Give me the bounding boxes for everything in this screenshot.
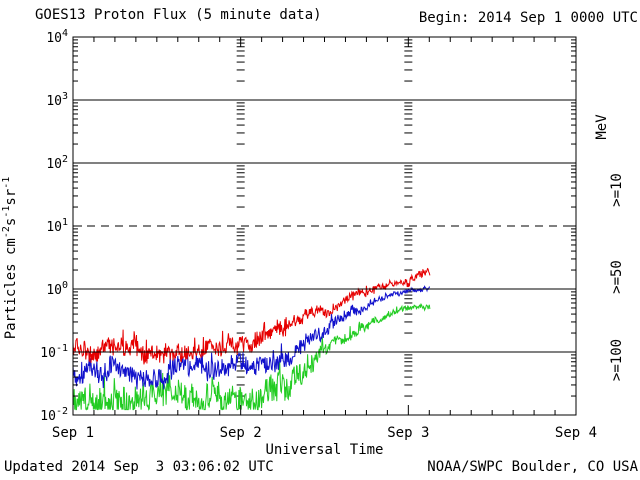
x-tick-label: Sep 4 <box>555 425 597 441</box>
data-source: NOAA/SWPC Boulder, CO USA <box>427 459 638 475</box>
series-label-50: >=50 <box>609 260 625 294</box>
begin-timestamp: Begin: 2014 Sep 1 0000 UTC <box>418 10 638 26</box>
series-line-50 <box>72 285 431 390</box>
series-line-10 <box>72 267 431 365</box>
y-tick-label: 100 <box>46 280 68 298</box>
y-tick-label: 102 <box>46 154 68 172</box>
plot-frame <box>72 36 577 416</box>
y-axis-label: Particles cm-2s-1sr-1 <box>1 177 19 340</box>
right-axis-unit-label: MeV <box>594 114 610 140</box>
series-label-100: >=100 <box>609 339 625 381</box>
x-tick-label: Sep 3 <box>387 425 429 441</box>
y-tick-label: 103 <box>46 91 68 109</box>
series-line-100 <box>72 302 431 411</box>
y-tick-label: 10-2 <box>40 406 68 424</box>
y-tick-label: 101 <box>46 217 68 235</box>
y-tick-label: 104 <box>46 28 68 46</box>
updated-timestamp: Updated 2014 Sep 3 03:06:02 UTC <box>4 459 274 475</box>
series-label-10: >=10 <box>609 173 625 207</box>
x-axis-label: Universal Time <box>265 442 383 458</box>
x-tick-label: Sep 1 <box>52 425 94 441</box>
x-tick-label: Sep 2 <box>220 425 262 441</box>
y-tick-label: 10-1 <box>40 343 68 361</box>
chart-title: GOES13 Proton Flux (5 minute data) <box>35 7 322 23</box>
